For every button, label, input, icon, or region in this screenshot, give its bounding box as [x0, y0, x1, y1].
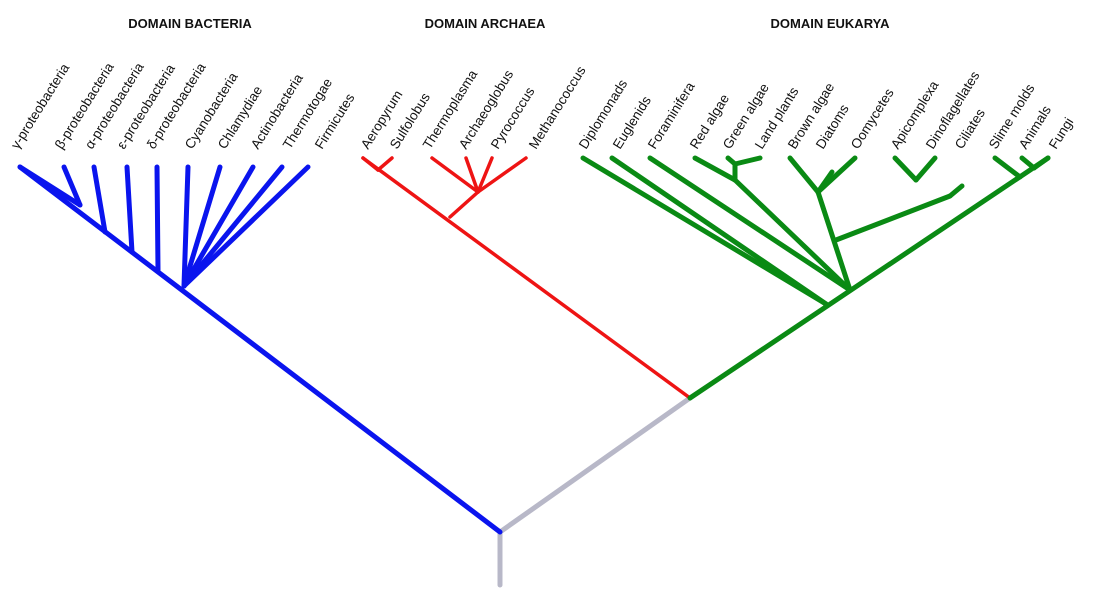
eukarya-main-branch — [687, 155, 1051, 401]
branch-to-plants — [732, 177, 853, 293]
bacteria-branches — [17, 164, 503, 535]
branch-sulfolobus — [376, 156, 394, 172]
bacteria-main-branch — [17, 164, 503, 535]
domain-eukarya-title: DOMAIN EUKARYA — [771, 16, 891, 31]
archaea-branches — [361, 156, 692, 400]
branch-euglenids — [609, 155, 829, 307]
branch-fungi — [1031, 155, 1051, 171]
branch-epsilon-proteobacteria — [124, 164, 135, 255]
branch-pyrococcus — [476, 156, 494, 194]
branch-thermoplasma — [430, 156, 480, 194]
archaea-inner-branch — [448, 190, 480, 219]
branch-aeropyrum — [361, 156, 380, 172]
branch-brown-algae — [787, 155, 821, 195]
domain-archaea-title: DOMAIN ARCHAEA — [425, 16, 546, 31]
branch-gamma-proteobacteria — [17, 164, 83, 208]
eukarya-branches — [580, 155, 1051, 401]
branch-firmicutes — [181, 164, 311, 289]
branch-beta-proteobacteria — [61, 164, 83, 208]
archaea-main-branch — [361, 156, 692, 400]
root-branches — [497, 395, 693, 588]
branch-thermotogae — [181, 164, 285, 289]
branch-alpha-proteobacteria — [91, 164, 108, 235]
bacteria-labels: γ-proteobacteria β-proteobacteria α-prot… — [8, 60, 358, 152]
branch-cyanobacteria — [181, 164, 191, 289]
root-to-archaea-eukarya — [497, 395, 693, 535]
branch-slime-molds — [992, 155, 1023, 180]
branch-archaeoglobus — [464, 156, 480, 194]
branch-foraminifera — [647, 155, 853, 293]
branch-apicomplexa — [892, 155, 919, 183]
branch-dinoflagellates — [913, 155, 938, 183]
taxon-label: Fungi — [1046, 115, 1077, 152]
branch-actinobacteria — [181, 164, 256, 289]
branch-red-algae — [692, 155, 738, 183]
domain-bacteria-title: DOMAIN BACTERIA — [128, 16, 252, 31]
branch-delta-proteobacteria — [154, 164, 161, 273]
branch-diplomonads — [580, 155, 829, 307]
eukarya-labels: Diplomonads Euglenids Foraminifera Red a… — [576, 68, 1077, 151]
archaea-labels: Aeropyrum Sulfolobus Thermoplasma Archae… — [358, 63, 589, 151]
branch-chlamydiae — [181, 164, 223, 289]
branch-ciliates — [947, 183, 965, 199]
branch-land-plants-tip — [732, 155, 763, 167]
branch-animals — [1019, 155, 1037, 171]
branch-methanococcus — [476, 156, 528, 194]
branch-oomycetes — [815, 155, 858, 195]
branch-to-alveolates — [833, 193, 953, 243]
